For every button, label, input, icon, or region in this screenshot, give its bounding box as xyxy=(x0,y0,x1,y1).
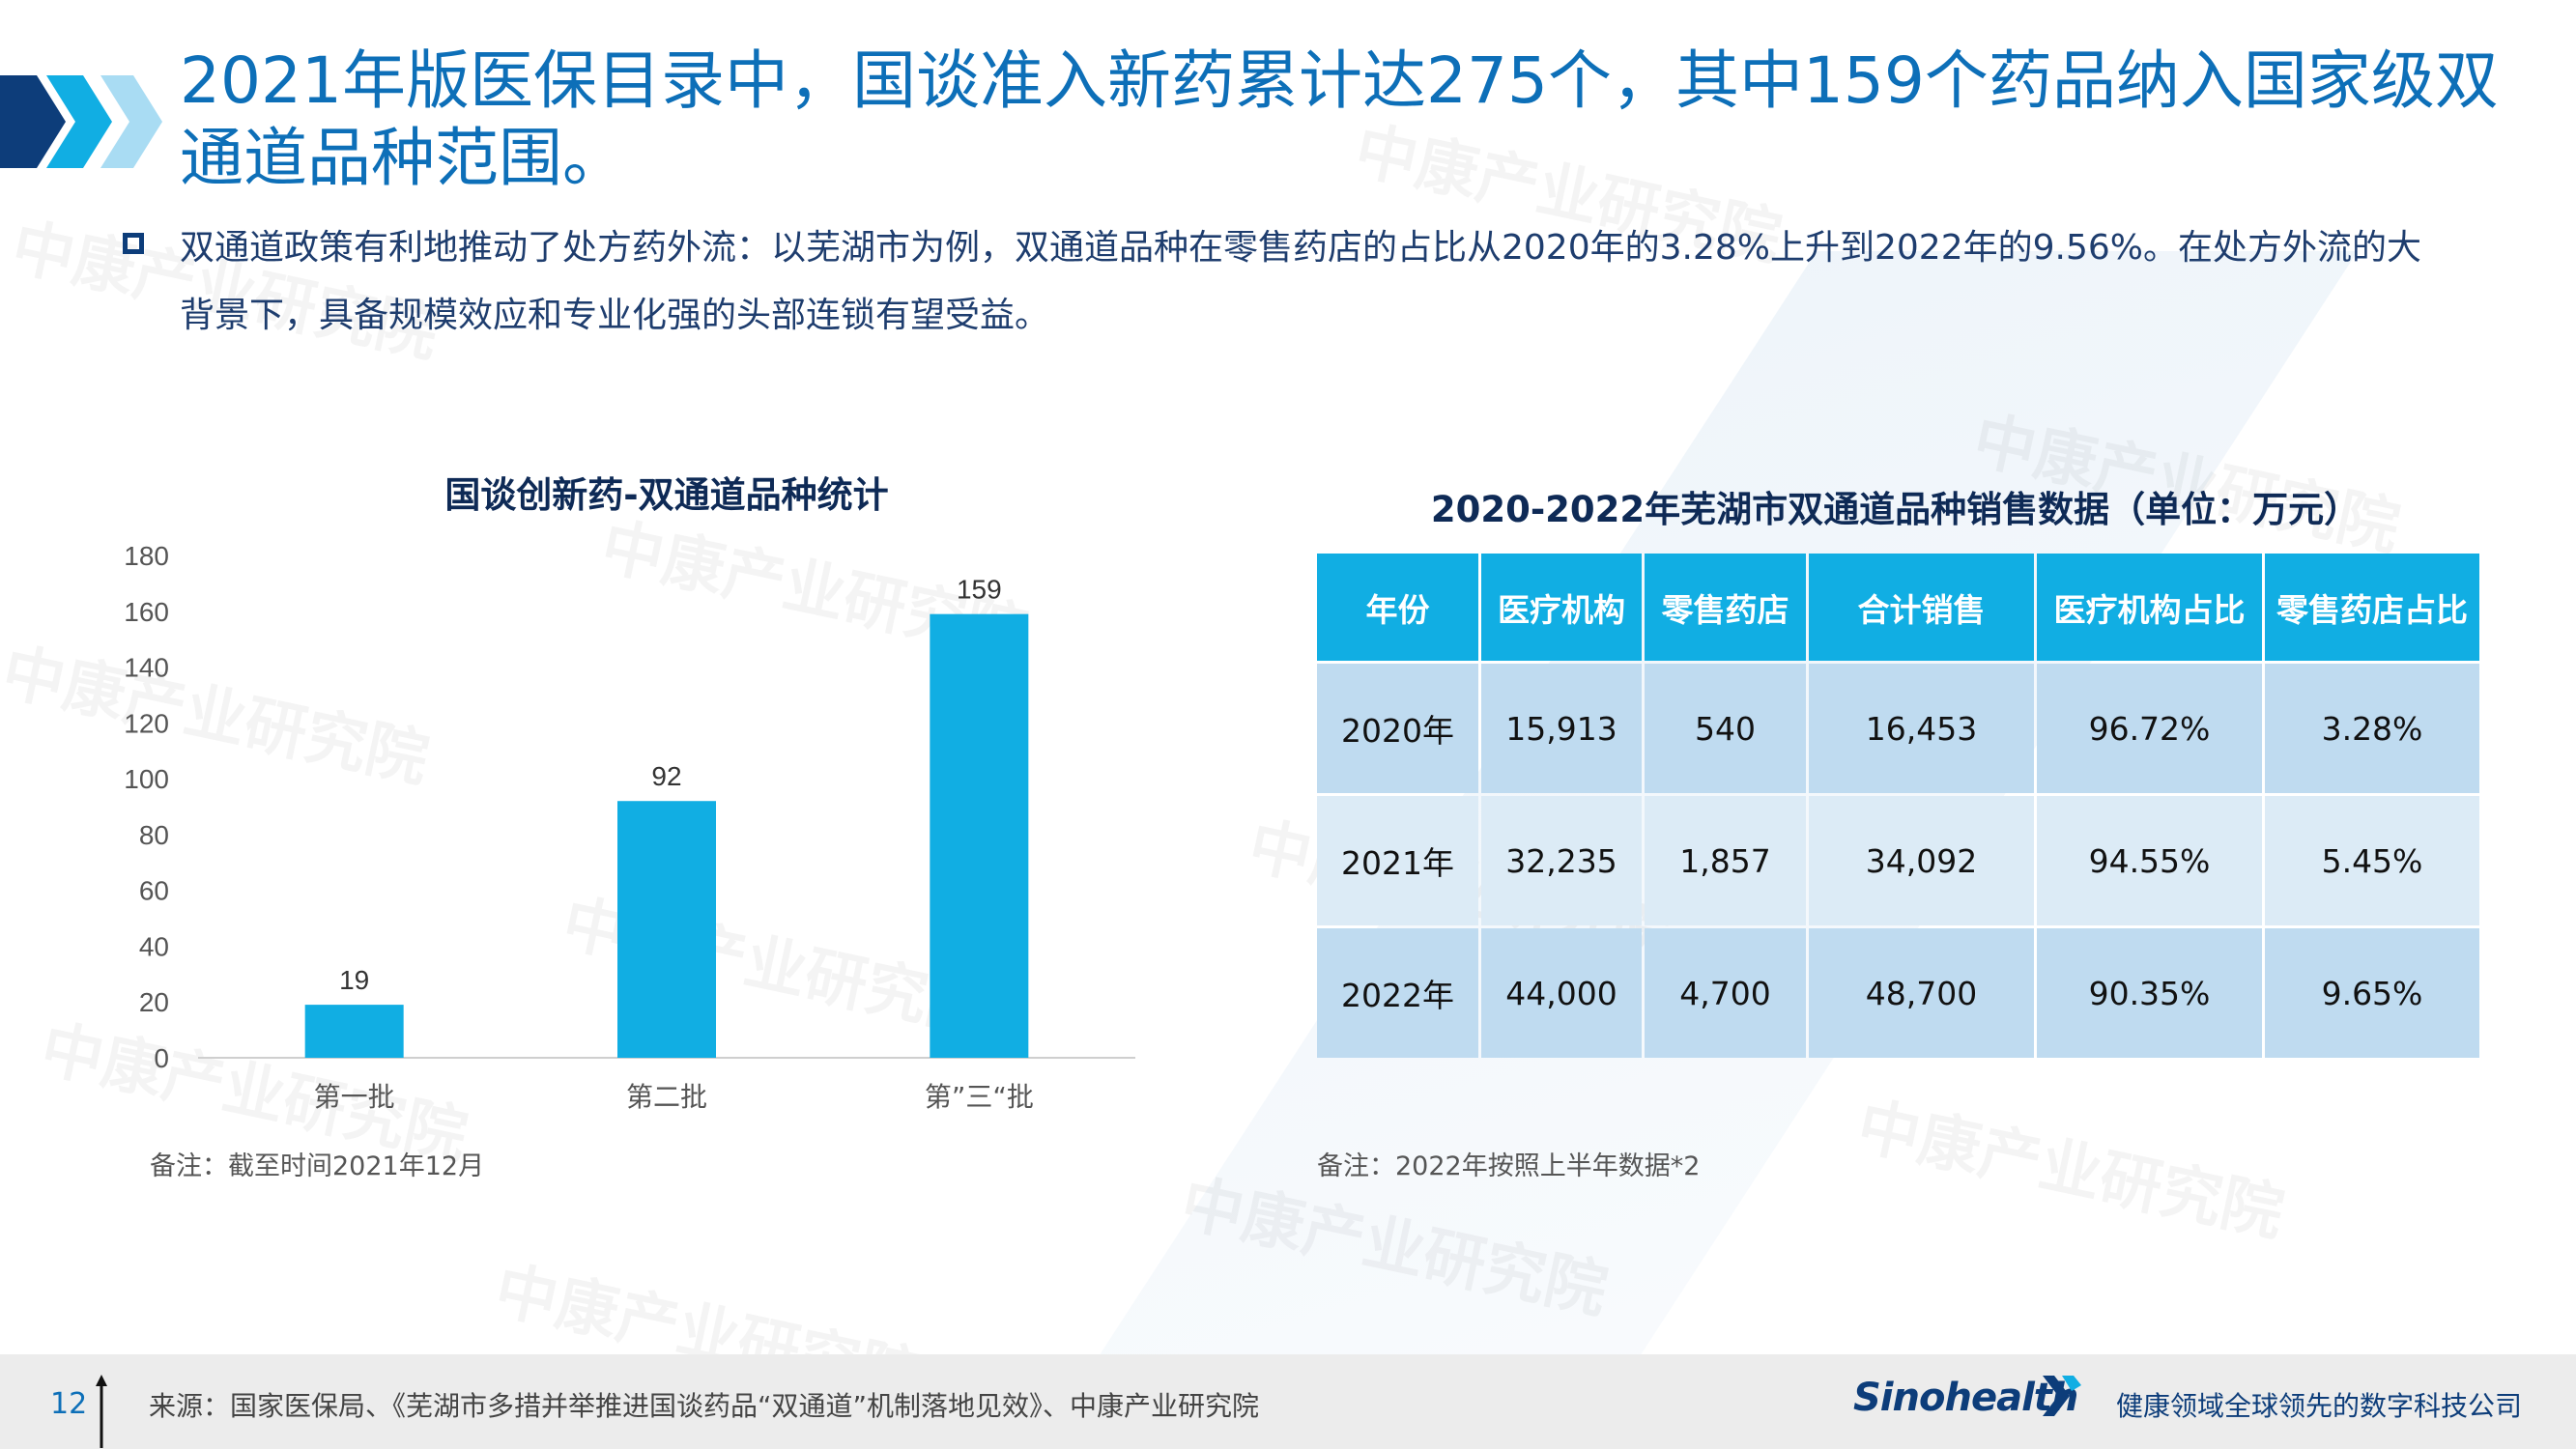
chart-title: 国谈创新药-双通道品种统计 xyxy=(444,474,889,516)
table-header-cell: 医疗机构占比 xyxy=(2037,554,2262,661)
footer-bar xyxy=(0,1354,2576,1449)
data-label: 92 xyxy=(651,761,681,791)
table-header-cell: 合计销售 xyxy=(1809,554,2034,661)
table-header-cell: 医疗机构 xyxy=(1481,554,1642,661)
data-label: 159 xyxy=(957,575,1002,605)
table-cell: 44,000 xyxy=(1481,928,1642,1058)
x-tick-label: 第一批 xyxy=(314,1081,395,1113)
table-cell: 540 xyxy=(1645,664,1806,793)
x-tick-label: 第二批 xyxy=(626,1081,707,1113)
y-tick-label: 180 xyxy=(124,541,169,571)
y-tick-label: 160 xyxy=(124,597,169,627)
chart-note: 备注：截至时间2021年12月 xyxy=(150,1151,485,1181)
table-cell: 94.55% xyxy=(2037,796,2262,925)
y-tick-label: 100 xyxy=(124,764,169,794)
source-text: 来源：国家医保局、《芜湖市多措并举推进国谈药品“双通道”机制落地见效》、中康产业… xyxy=(149,1390,1260,1422)
table-cell: 9.65% xyxy=(2265,928,2479,1058)
table-header-cell: 年份 xyxy=(1317,554,1478,661)
bar-chart: 0 20 40 60 80 100 120 140 160 180 19 第一批 92 第二批 159 第”三… xyxy=(124,541,1135,1113)
table-header-cell: 零售药店占比 xyxy=(2265,554,2479,661)
table-cell: 2020年 xyxy=(1317,664,1478,793)
y-tick-label: 0 xyxy=(154,1043,169,1073)
bar xyxy=(617,801,716,1058)
brand-x-icon xyxy=(2043,1376,2081,1416)
watermark: 中康产业研究院 xyxy=(1850,1076,2292,1253)
y-tick-label: 20 xyxy=(139,987,169,1017)
company-tagline: 健康领域全球领先的数字科技公司 xyxy=(2116,1390,2523,1422)
y-tick-label: 140 xyxy=(124,653,169,683)
table-header-cell: 零售药店 xyxy=(1645,554,1806,661)
bar xyxy=(930,613,1029,1058)
table-cell: 1,857 xyxy=(1645,796,1806,925)
table-row: 2020年 15,913 540 16,453 96.72% 3.28% xyxy=(1317,664,2479,793)
page-title: 2021年版医保目录中，国谈准入新药累计达275个，其中159个药品纳入国家级双… xyxy=(180,43,2499,195)
brand-logo: Sinohealth xyxy=(1853,1376,2078,1420)
y-tick-label: 40 xyxy=(139,931,169,961)
table-cell: 32,235 xyxy=(1481,796,1642,925)
bullet-square-icon xyxy=(123,233,144,254)
y-tick-label: 120 xyxy=(124,708,169,738)
table-cell: 90.35% xyxy=(2037,928,2262,1058)
x-tick-label: 第”三“批 xyxy=(925,1081,1034,1113)
table-cell: 4,700 xyxy=(1645,928,1806,1058)
table-row: 2022年 44,000 4,700 48,700 90.35% 9.65% xyxy=(1317,928,2479,1058)
table-cell: 15,913 xyxy=(1481,664,1642,793)
arrow-up-icon xyxy=(96,1375,107,1448)
bullet-text: 双通道政策有利地推动了处方药外流：以芜湖市为例，双通道品种在零售药店的占比从20… xyxy=(180,228,2421,335)
sales-table: 年份 医疗机构 零售药店 合计销售 医疗机构占比 零售药店占比 2020年 15… xyxy=(1314,551,2482,1061)
table-row: 2021年 32,235 1,857 34,092 94.55% 5.45% xyxy=(1317,796,2479,925)
table-cell: 96.72% xyxy=(2037,664,2262,793)
table-cell: 3.28% xyxy=(2265,664,2479,793)
table-note: 备注：2022年按照上半年数据*2 xyxy=(1317,1151,1701,1181)
data-label: 19 xyxy=(339,965,369,995)
y-tick-label: 60 xyxy=(139,876,169,906)
table-cell: 2022年 xyxy=(1317,928,1478,1058)
table-header-row: 年份 医疗机构 零售药店 合计销售 医疗机构占比 零售药店占比 xyxy=(1317,554,2479,661)
bar xyxy=(304,1005,404,1058)
chevron-arrows-icon xyxy=(0,75,162,168)
table-cell: 5.45% xyxy=(2265,796,2479,925)
table-cell: 2021年 xyxy=(1317,796,1478,925)
page-number: 12 xyxy=(50,1387,88,1421)
y-tick-label: 80 xyxy=(139,820,169,850)
table-cell: 34,092 xyxy=(1809,796,2034,925)
table-title: 2020-2022年芜湖市双通道品种销售数据（单位：万元） xyxy=(1430,489,2361,530)
table-cell: 16,453 xyxy=(1809,664,2034,793)
table-cell: 48,700 xyxy=(1809,928,2034,1058)
